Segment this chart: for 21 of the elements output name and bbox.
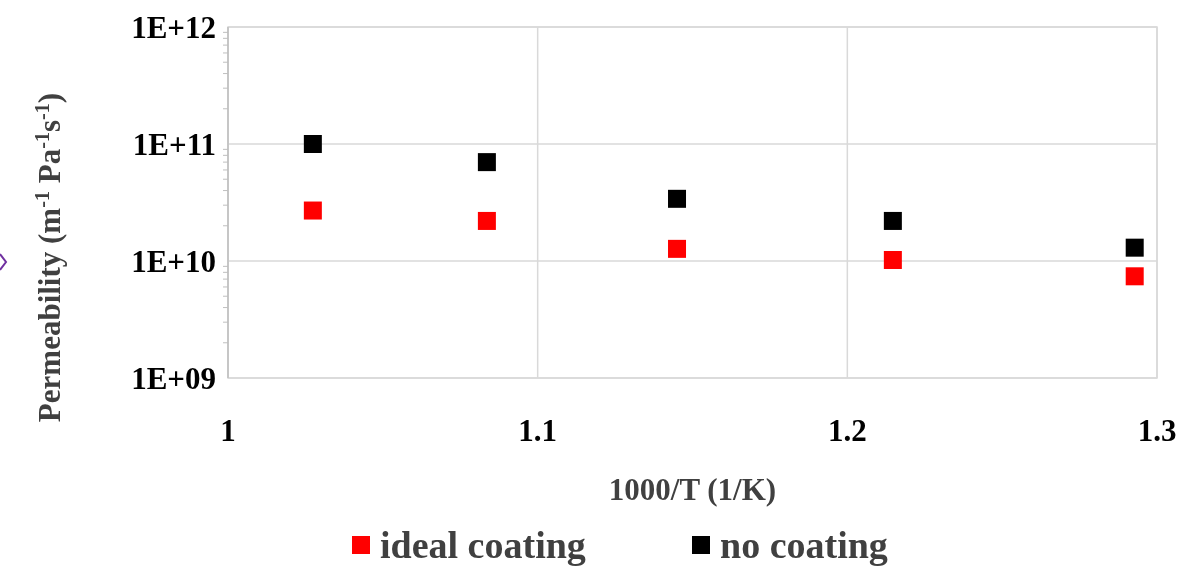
x-tick-label: 1.3: [1137, 413, 1177, 448]
point: [1125, 267, 1144, 286]
legend-label: ideal coating: [380, 524, 586, 567]
point: [883, 250, 902, 269]
x-tick-label: 1.1: [518, 413, 558, 448]
x-tick-label: 1: [220, 413, 236, 448]
point: [303, 135, 322, 153]
y-tick-label: 1E+09: [131, 360, 216, 396]
point: [883, 211, 902, 230]
point: [303, 201, 322, 220]
legend-label: no coating: [720, 524, 888, 567]
x-tick-label: 1.2: [827, 413, 867, 448]
y-tick-label: 1E+11: [132, 126, 216, 162]
point: [477, 211, 496, 230]
point: [477, 153, 496, 172]
y-tick-label: 1E+12: [131, 9, 216, 45]
point: [1125, 238, 1144, 257]
y-tick-label: 1E+10: [131, 243, 216, 279]
point: [668, 239, 687, 258]
x-axis-title: 1000/T (1/K): [608, 472, 777, 507]
point: [668, 189, 687, 208]
